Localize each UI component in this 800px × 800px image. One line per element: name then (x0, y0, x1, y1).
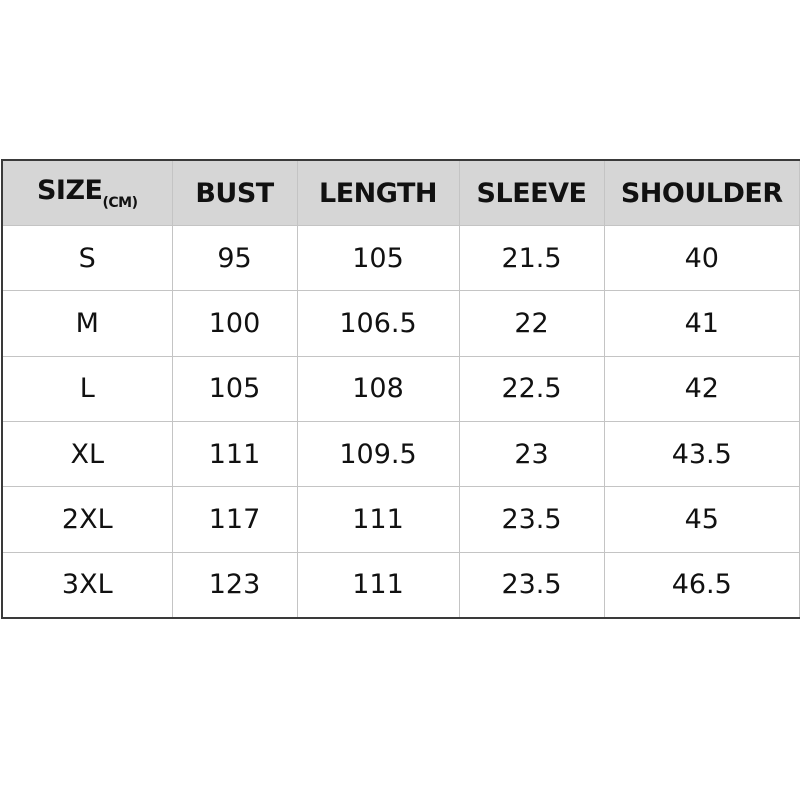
table-row: M 100 106.5 22 41 (1, 290, 800, 357)
cell-size: 3XL (1, 551, 173, 619)
cell-length: 108 (296, 355, 460, 422)
header-size-label: SIZE (36, 175, 103, 206)
size-unit: (CM) (102, 195, 139, 211)
cell-size: 2XL (1, 486, 173, 553)
table-row: 2XL 117 111 23.5 45 (1, 486, 800, 553)
cell-size: XL (1, 420, 173, 488)
cell-bust: 95 (171, 224, 298, 292)
header-size: SIZE(CM) (1, 159, 173, 226)
table-row: XL 111 109.5 23 43.5 (1, 420, 800, 488)
cell-size: L (1, 355, 173, 422)
header-sleeve: SLEEVE (458, 159, 605, 226)
table-row: S 95 105 21.5 40 (1, 224, 800, 292)
cell-bust: 111 (171, 420, 298, 488)
size-chart-table: SIZE(CM) BUST LENGTH SLEEVE SHOULDER S 95… (1, 159, 800, 619)
header-bust: BUST (171, 159, 298, 226)
cell-shoulder: 42 (603, 355, 800, 422)
cell-length: 105 (296, 224, 460, 292)
header-row: SIZE(CM) BUST LENGTH SLEEVE SHOULDER (1, 159, 800, 226)
cell-size: S (1, 224, 173, 292)
table-row: 3XL 123 111 23.5 46.5 (1, 551, 800, 619)
cell-bust: 117 (171, 486, 298, 553)
cell-length: 106.5 (296, 290, 460, 357)
cell-sleeve: 23 (458, 420, 605, 488)
cell-sleeve: 23.5 (458, 551, 605, 619)
cell-shoulder: 43.5 (603, 420, 800, 488)
cell-bust: 123 (171, 551, 298, 619)
cell-size: M (1, 290, 173, 357)
table-row: L 105 108 22.5 42 (1, 355, 800, 422)
cell-sleeve: 22.5 (458, 355, 605, 422)
cell-shoulder: 45 (603, 486, 800, 553)
cell-length: 111 (296, 486, 460, 553)
cell-bust: 100 (171, 290, 298, 357)
cell-shoulder: 41 (603, 290, 800, 357)
cell-bust: 105 (171, 355, 298, 422)
header-shoulder: SHOULDER (603, 159, 800, 226)
cell-shoulder: 40 (603, 224, 800, 292)
cell-sleeve: 21.5 (458, 224, 605, 292)
cell-sleeve: 22 (458, 290, 605, 357)
cell-length: 111 (296, 551, 460, 619)
header-length: LENGTH (296, 159, 460, 226)
cell-length: 109.5 (296, 420, 460, 488)
cell-shoulder: 46.5 (603, 551, 800, 619)
cell-sleeve: 23.5 (458, 486, 605, 553)
